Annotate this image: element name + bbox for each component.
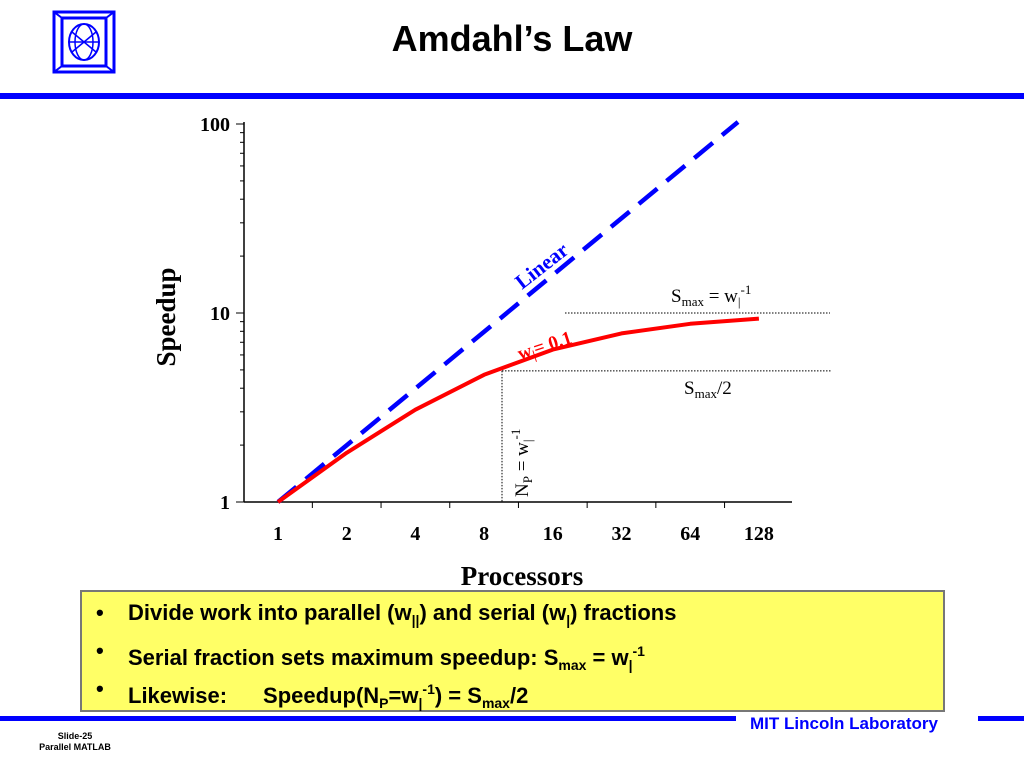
slide-footer: Slide-25 Parallel MATLAB: [0, 731, 150, 753]
bottom-divider-right: [978, 716, 1024, 721]
lincoln-lab-logo-icon: [52, 10, 116, 74]
x-tick-label: 4: [410, 523, 420, 545]
x-tick-label: 1: [273, 523, 283, 545]
y-tick-label: 100: [200, 114, 230, 136]
bullet-box: • Divide work into parallel (w||) and se…: [80, 590, 945, 712]
x-axis-title: Processors: [461, 561, 583, 590]
amdahl-chart: 1 10 100 1 2 4 8 16 32 64 128 Processors Speedup Sma…: [151, 114, 832, 590]
amdahl-series-line: [276, 316, 760, 504]
x-tick-label: 128: [744, 523, 774, 545]
x-tick-label: 64: [680, 523, 700, 545]
chart-axes: 1 10 100 1 2 4 8 16 32 64 128 Processors Speedup: [151, 114, 792, 590]
slide-title: Amdahl’s Law: [391, 18, 633, 59]
curve-label: w|= 0.1: [515, 327, 575, 366]
footer-org: MIT Lincoln Laboratory: [750, 714, 938, 733]
smax-label: Smax = w|-1: [671, 282, 751, 309]
bullet-1: • Divide work into parallel (w||) and se…: [96, 600, 677, 628]
y-tick-label: 1: [220, 492, 230, 514]
half-smax-label: Smax/2: [684, 378, 732, 401]
bullet-2: • Serial fraction sets maximum speedup: …: [96, 638, 645, 673]
x-tick-label: 8: [479, 523, 489, 545]
bottom-divider-left: [0, 716, 736, 721]
y-tick-label: 10: [210, 303, 230, 325]
linear-series-line: [276, 120, 740, 504]
reference-lines: Smax = w|-1 Smax/2 NP = w|-1: [501, 282, 832, 502]
x-tick-label: 16: [543, 523, 563, 545]
x-tick-label: 2: [342, 523, 352, 545]
np-label: NP = w|-1: [508, 429, 535, 497]
top-divider: [0, 93, 1024, 99]
deck-name: Parallel MATLAB: [39, 742, 111, 752]
y-axis-title: Speedup: [151, 267, 181, 366]
bullet-3: • Likewise: Speedup(NP=w|-1) = Smax/2: [96, 676, 529, 711]
chart-series: [276, 120, 760, 504]
x-tick-label: 32: [612, 523, 632, 545]
slide-number: Slide-25: [57, 731, 93, 741]
